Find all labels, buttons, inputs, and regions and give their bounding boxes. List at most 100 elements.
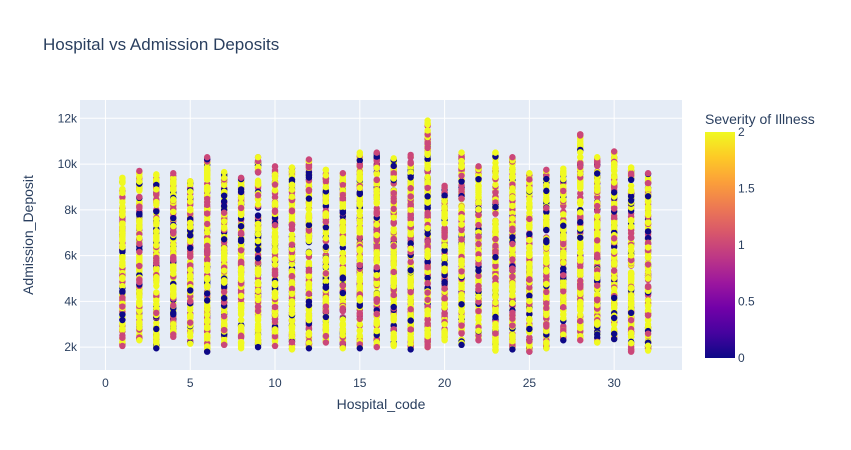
- data-point: [373, 164, 380, 172]
- data-point: [254, 343, 262, 351]
- data-point: [153, 181, 160, 189]
- data-point: [203, 220, 211, 228]
- data-point: [356, 332, 364, 339]
- data-point: [153, 345, 160, 352]
- data-point: [305, 317, 313, 324]
- data-point: [441, 337, 448, 344]
- data-point: [543, 304, 550, 312]
- data-point: [458, 226, 465, 234]
- data-point: [119, 303, 126, 310]
- data-points: [119, 117, 652, 355]
- data-point: [475, 240, 482, 248]
- data-point: [475, 175, 482, 183]
- data-point: [153, 201, 160, 209]
- data-point: [119, 199, 126, 206]
- data-point: [220, 294, 228, 302]
- data-point: [424, 184, 431, 192]
- data-point: [288, 346, 296, 353]
- data-point: [271, 269, 279, 276]
- data-point: [119, 287, 126, 295]
- data-point: [119, 311, 126, 318]
- data-point: [136, 279, 143, 286]
- data-point: [543, 204, 550, 212]
- data-point: [237, 186, 245, 193]
- data-point: [136, 337, 143, 344]
- data-point: [136, 204, 143, 212]
- data-point: [170, 170, 177, 177]
- data-point: [407, 306, 414, 313]
- data-point: [560, 231, 567, 239]
- data-point: [560, 331, 567, 338]
- data-point: [271, 171, 279, 178]
- data-point: [424, 343, 431, 351]
- data-point: [390, 155, 397, 162]
- data-point: [187, 224, 194, 231]
- data-point: [373, 189, 380, 197]
- data-point: [492, 242, 499, 250]
- data-point: [271, 246, 279, 253]
- data-point: [119, 334, 126, 341]
- data-point: [526, 243, 533, 251]
- data-point: [475, 221, 482, 229]
- data-point: [170, 311, 177, 318]
- data-point: [187, 178, 194, 185]
- data-point: [203, 290, 211, 297]
- data-point: [271, 199, 279, 206]
- data-point: [220, 181, 228, 189]
- data-point: [187, 266, 194, 273]
- data-point: [271, 326, 279, 333]
- data-point: [424, 296, 431, 303]
- data-point: [187, 193, 194, 201]
- data-point: [203, 332, 211, 340]
- data-point: [203, 311, 211, 319]
- data-point: [237, 292, 245, 300]
- data-point: [356, 294, 364, 302]
- data-point: [441, 265, 448, 272]
- data-point: [339, 228, 347, 235]
- data-point: [170, 186, 177, 194]
- data-point: [424, 238, 431, 245]
- data-point: [288, 241, 296, 248]
- data-point: [271, 193, 279, 201]
- data-point: [288, 332, 296, 340]
- data-point: [203, 187, 211, 195]
- data-point: [526, 337, 533, 345]
- data-point: [509, 292, 516, 299]
- data-point: [153, 186, 160, 193]
- data-point: [424, 327, 431, 335]
- data-point: [543, 226, 550, 234]
- data-point: [119, 316, 126, 324]
- data-point: [254, 168, 262, 176]
- data-point: [220, 279, 228, 286]
- data-point: [220, 341, 228, 349]
- data-point: [407, 220, 414, 228]
- data-point: [560, 251, 567, 259]
- data-point: [390, 279, 397, 286]
- data-point: [271, 293, 279, 301]
- data-point: [356, 310, 364, 317]
- data-point: [203, 316, 211, 324]
- data-point: [492, 149, 499, 156]
- data-point: [305, 249, 313, 257]
- data-point: [356, 271, 364, 278]
- data-point: [407, 317, 414, 324]
- data-point: [407, 297, 414, 305]
- data-point: [220, 198, 228, 205]
- data-point: [136, 219, 143, 227]
- data-point: [475, 233, 482, 240]
- data-point: [254, 201, 262, 208]
- data-point: [390, 205, 397, 213]
- data-point: [136, 234, 143, 242]
- data-point: [492, 299, 499, 306]
- data-point: [560, 165, 567, 172]
- data-point: [220, 209, 228, 216]
- data-point: [271, 342, 279, 350]
- data-point: [424, 178, 431, 186]
- data-point: [475, 182, 482, 190]
- data-point: [322, 210, 330, 217]
- data-point: [407, 151, 414, 159]
- data-point: [475, 327, 482, 334]
- data-point: [322, 313, 330, 321]
- data-point: [203, 175, 211, 183]
- data-point: [526, 176, 533, 183]
